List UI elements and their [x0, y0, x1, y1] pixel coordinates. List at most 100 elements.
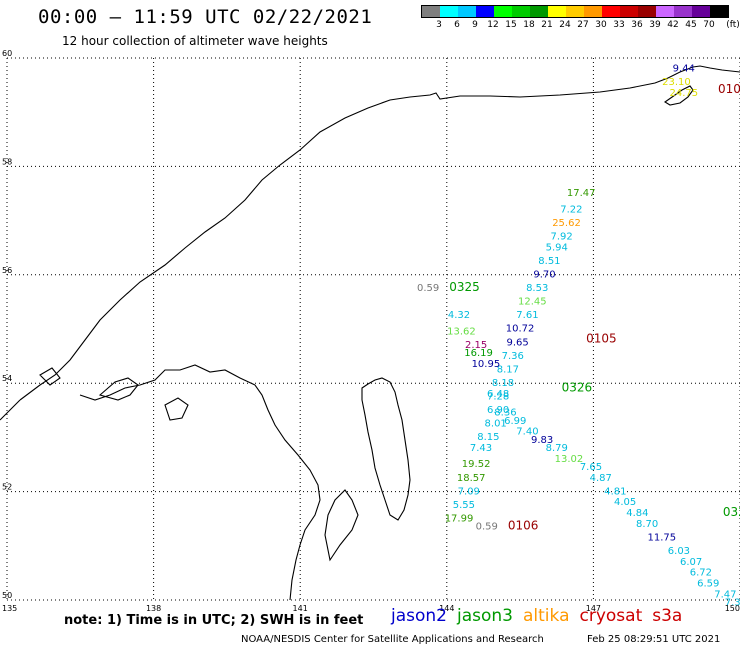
satellite-legend: jason2 jason3 altika cryosat s3a	[391, 606, 692, 626]
lon-tick-label: 141	[293, 604, 308, 613]
legend-tick-label: 24	[559, 20, 571, 30]
wave-height-value: 7.47	[714, 589, 736, 600]
wave-height-value: 8.18	[492, 378, 514, 389]
wave-height-value: 6.59	[697, 578, 719, 589]
wave-height-value: 9.44	[673, 64, 695, 75]
legend-tick-label: 30	[595, 20, 607, 30]
legend-tick-label: 18	[523, 20, 535, 30]
axis-tick-labels: 135 138 141 144 147 150 60 58 56 54 52 50	[2, 49, 740, 613]
credit-text: NOAA/NESDIS Center for Satellite Applica…	[241, 634, 544, 645]
wave-height-value: 23.10	[662, 77, 691, 88]
legend-tick-label: 39	[649, 20, 661, 30]
legend-swatch	[458, 6, 476, 17]
wave-height-value: 4.87	[590, 473, 612, 484]
legend-swatch	[584, 6, 602, 17]
wave-height-value: 7.40	[516, 427, 538, 438]
pass-label: 0104	[718, 82, 740, 96]
footer-note: note: 1) Time is in UTC; 2) SWH is in fe…	[64, 613, 364, 628]
legend-swatch	[566, 6, 584, 17]
legend-swatch	[548, 6, 566, 17]
wave-height-value: 6.48	[487, 389, 509, 400]
wave-height-value: 16.19	[464, 348, 493, 359]
wave-height-value: 7.36	[502, 351, 524, 362]
legend-tick-label: 9	[472, 20, 478, 30]
wave-height-value: 4.81	[604, 486, 626, 497]
legend-tick-label: 27	[577, 20, 589, 30]
lon-tick-label: 147	[586, 604, 601, 613]
legend-swatch	[422, 6, 440, 17]
pass-label: 0326	[562, 380, 593, 394]
wave-height-value: 8.36	[494, 408, 516, 419]
wave-height-value: 10.95	[472, 359, 501, 370]
lon-tick-label: 150	[725, 604, 740, 613]
lon-tick-label: 144	[439, 604, 454, 613]
legend-swatch	[656, 6, 674, 17]
pass-min-value: 0.59	[476, 522, 498, 533]
wave-height-value: 4.84	[626, 508, 648, 519]
legend-swatch	[494, 6, 512, 17]
wave-height-value: 24.75	[669, 88, 698, 99]
legend-tick-label: 70	[703, 20, 715, 30]
legend-swatch	[602, 6, 620, 17]
lat-tick-label: 50	[2, 591, 12, 600]
wave-height-value: 8.51	[538, 256, 560, 267]
lat-tick-label: 54	[2, 374, 12, 383]
pass-label: 0325	[449, 280, 480, 294]
wave-height-value: 4.32	[448, 310, 470, 321]
page-subtitle: 12 hour collection of altimeter wave hei…	[62, 34, 328, 48]
coastline-amur-estuary	[324, 489, 359, 562]
wave-height-value: 7.92	[551, 232, 573, 243]
wave-height-value: 7.3	[725, 597, 740, 608]
legend-swatch	[638, 6, 656, 17]
wave-height-value: 7.22	[560, 204, 582, 215]
lon-tick-label: 135	[2, 604, 17, 613]
legend-tick-label: 42	[667, 20, 679, 30]
wave-height-value: 8.15	[477, 432, 499, 443]
wave-height-value: 8.79	[546, 443, 568, 454]
legend-swatch	[710, 6, 728, 17]
legend-tick-label: 3	[436, 20, 442, 30]
credit-line: NOAA/NESDIS Center for Satellite Applica…	[241, 634, 720, 645]
legend-swatch	[440, 6, 458, 17]
pass-labels: 0.59 0325 0326 0105 0.59 0106 0104 032	[417, 82, 740, 532]
wave-height-value: 6.90	[487, 405, 509, 416]
wave-height-value: 7.61	[516, 310, 538, 321]
legend-swatch	[692, 6, 710, 17]
wave-height-value: 6.07	[680, 557, 702, 568]
legend-tick-labels: 3 6 9 12 15 18 21 24 27 30 33 36 39 42 45 70 (ft)	[421, 20, 740, 34]
wave-height-value: 8.01	[485, 419, 507, 430]
legend-tick-label: 45	[685, 20, 697, 30]
legend-tick-label: 6	[454, 20, 460, 30]
wave-height-value: 13.62	[447, 326, 476, 337]
wave-height-value: 7.65	[580, 462, 602, 473]
generated-timestamp: Feb 25 08:29:51 UTC 2021	[587, 634, 721, 645]
lat-tick-label: 56	[2, 266, 12, 275]
wave-height-value: 8.70	[636, 519, 658, 530]
satellite-jason3: jason3	[457, 606, 513, 626]
wave-height-value: 6.03	[668, 546, 690, 557]
satellite-altika: altika	[523, 606, 570, 626]
wave-height-value: 9.83	[531, 435, 553, 446]
wave-height-value: 17.47	[567, 188, 596, 199]
wave-height-value: 25.62	[552, 218, 581, 229]
wave-height-value: 10.72	[506, 324, 535, 335]
lat-tick-label: 58	[2, 157, 12, 166]
wave-height-value: 8.53	[526, 283, 548, 294]
coastline	[0, 65, 740, 601]
legend-swatch	[530, 6, 548, 17]
coastline-mainland-south	[0, 364, 321, 601]
pass-label: 0105	[586, 332, 617, 346]
pass-label: 0106	[508, 519, 539, 533]
wave-height-value: 8.17	[497, 364, 519, 375]
satellite-s3a: s3a	[652, 606, 683, 626]
wave-height-value: 6.72	[690, 568, 712, 579]
color-legend: 3 6 9 12 15 18 21 24 27 30 33 36 39 42 45 70 (ft)	[421, 5, 740, 34]
wave-height-value: 2.15	[465, 340, 487, 351]
wave-height-value: 18.57	[457, 473, 486, 484]
legend-swatch	[512, 6, 530, 17]
lat-tick-label: 60	[2, 49, 12, 58]
legend-tick-label: 15	[505, 20, 517, 30]
wave-height-value: 13.02	[555, 454, 584, 465]
